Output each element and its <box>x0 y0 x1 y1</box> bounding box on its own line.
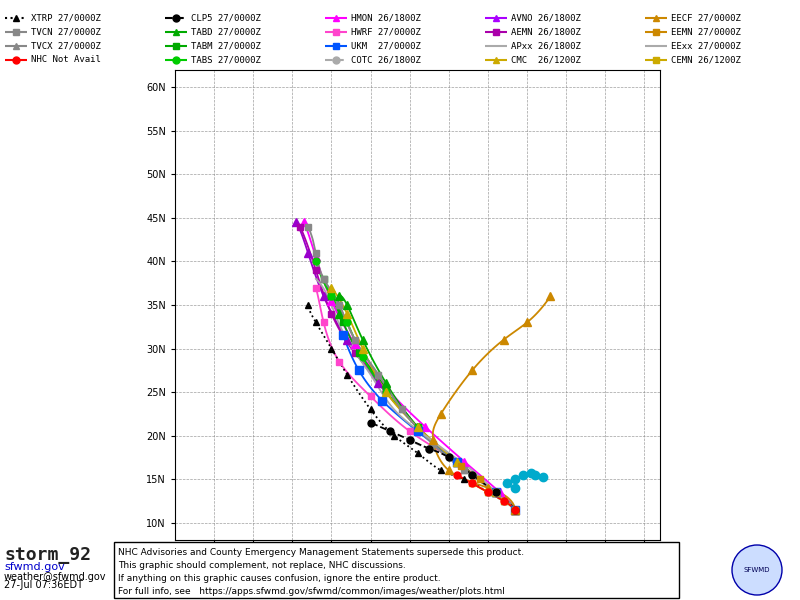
Text: CLP5 27/0000Z: CLP5 27/0000Z <box>191 13 261 22</box>
Text: XTRP 27/0000Z: XTRP 27/0000Z <box>31 13 101 22</box>
Text: COTC 26/1800Z: COTC 26/1800Z <box>351 55 421 64</box>
Text: TABD 27/0000Z: TABD 27/0000Z <box>191 28 261 37</box>
Text: If anything on this graphic causes confusion, ignore the entire product.: If anything on this graphic causes confu… <box>118 574 441 583</box>
Text: CEMN 26/1200Z: CEMN 26/1200Z <box>671 55 741 64</box>
Text: TVCN 27/0000Z: TVCN 27/0000Z <box>31 28 101 37</box>
Text: EEMN 27/0000Z: EEMN 27/0000Z <box>671 28 741 37</box>
Text: EExx 27/0000Z: EExx 27/0000Z <box>671 41 741 50</box>
Text: storm_92: storm_92 <box>4 546 91 564</box>
Text: HWRF 27/0000Z: HWRF 27/0000Z <box>351 28 421 37</box>
Text: weather@sfwmd.gov: weather@sfwmd.gov <box>4 572 106 582</box>
Text: AEMN 26/1800Z: AEMN 26/1800Z <box>511 28 581 37</box>
Text: EECF 27/0000Z: EECF 27/0000Z <box>671 13 741 22</box>
Text: 27-Jul 07:36EDT: 27-Jul 07:36EDT <box>4 580 83 590</box>
Text: For full info, see   https://apps.sfwmd.gov/sfwmd/common/images/weather/plots.ht: For full info, see https://apps.sfwmd.go… <box>118 587 505 596</box>
Text: NHC Not Avail: NHC Not Avail <box>31 55 101 64</box>
Text: SFWMD: SFWMD <box>744 567 770 573</box>
Circle shape <box>732 545 782 595</box>
Text: TABM 27/0000Z: TABM 27/0000Z <box>191 41 261 50</box>
Text: UKM  27/0000Z: UKM 27/0000Z <box>351 41 421 50</box>
Text: sfwmd.gov: sfwmd.gov <box>4 562 65 572</box>
Text: TVCX 27/0000Z: TVCX 27/0000Z <box>31 41 101 50</box>
Text: NHC Advisories and County Emergency Management Statements supersede this product: NHC Advisories and County Emergency Mana… <box>118 548 524 557</box>
Text: AVNO 26/1800Z: AVNO 26/1800Z <box>511 13 581 22</box>
Text: HMON 26/1800Z: HMON 26/1800Z <box>351 13 421 22</box>
Text: TABS 27/0000Z: TABS 27/0000Z <box>191 55 261 64</box>
Text: This graphic should complement, not replace, NHC discussions.: This graphic should complement, not repl… <box>118 561 406 570</box>
Bar <box>114 542 679 598</box>
Text: APxx 26/1800Z: APxx 26/1800Z <box>511 41 581 50</box>
Text: CMC  26/1200Z: CMC 26/1200Z <box>511 55 581 64</box>
